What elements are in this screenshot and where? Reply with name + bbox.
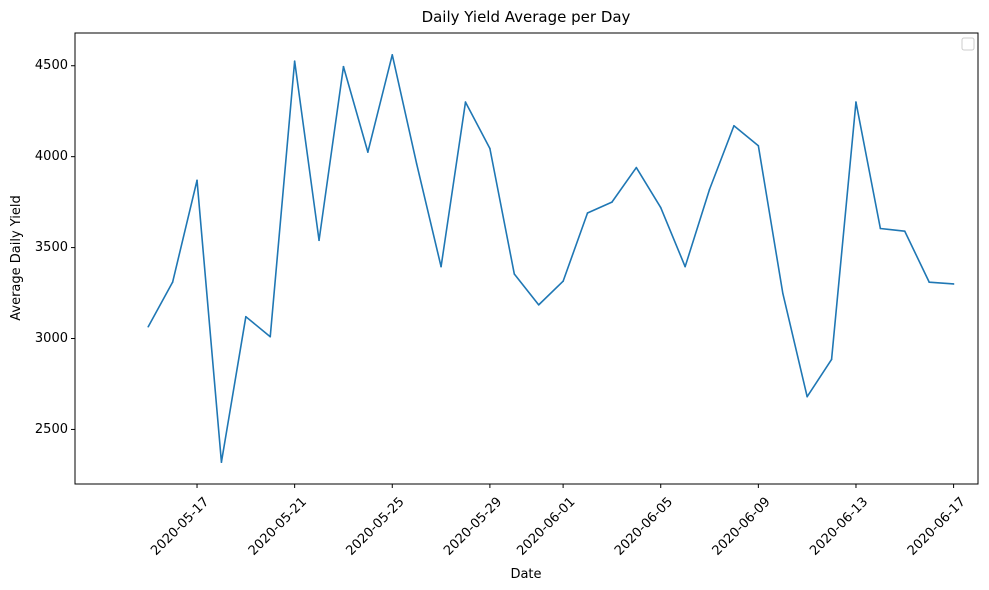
data-point [147, 325, 150, 328]
data-point [464, 101, 467, 103]
data-point [220, 461, 223, 463]
x-tick-label: 2020-05-21 [246, 495, 310, 559]
x-tick-label: 2020-06-17 [905, 495, 969, 559]
data-point [440, 265, 442, 268]
data-point [903, 230, 906, 233]
chart-title: Daily Yield Average per Day [422, 8, 631, 26]
x-tick-label: 2020-05-25 [343, 495, 407, 559]
data-point [293, 60, 296, 62]
data-point [879, 227, 882, 230]
x-tick-label: 2020-05-29 [441, 495, 505, 559]
x-axis-ticks: 2020-05-17 2020-05-21 2020-05-25 2020-05-29… [148, 484, 969, 559]
data-point [586, 212, 589, 214]
data-point [635, 166, 638, 169]
data-point [171, 281, 174, 283]
data-point [415, 163, 418, 165]
x-tick-label: 2020-06-01 [514, 495, 578, 559]
y-tick-label: 3000 [35, 331, 68, 346]
x-tick-label: 2020-06-09 [710, 495, 774, 559]
data-point [952, 283, 955, 285]
data-point [659, 206, 662, 209]
y-tick-label: 4500 [35, 58, 68, 73]
axes-frame [74, 32, 979, 485]
data-point [928, 281, 930, 283]
plot-area [74, 32, 979, 485]
data-point [830, 358, 833, 361]
series-line [147, 54, 954, 463]
data-point [733, 124, 735, 127]
legend-box [961, 37, 975, 51]
x-axis-label: Date [510, 567, 541, 582]
x-tick-label: 2020-06-05 [612, 495, 676, 559]
data-point [757, 144, 760, 147]
x-tick-label: 2020-05-17 [148, 495, 212, 559]
data-point [391, 54, 394, 56]
data-point [489, 147, 491, 150]
data-point [318, 239, 320, 242]
data-point [513, 273, 516, 275]
data-point [708, 188, 711, 191]
data-point [684, 265, 686, 268]
data-point [611, 201, 613, 203]
y-tick-label: 3500 [35, 240, 68, 255]
y-tick-label: 4000 [35, 149, 68, 164]
data-point [367, 151, 369, 153]
data-point [196, 179, 198, 182]
data-point [806, 395, 808, 398]
data-point [245, 315, 247, 318]
y-axis-label: Average Daily Yield [9, 195, 24, 321]
data-point [269, 335, 272, 338]
data-point [562, 280, 564, 283]
x-tick-label: 2020-06-13 [807, 495, 871, 559]
y-tick-label: 2500 [35, 422, 68, 437]
data-point [781, 292, 784, 294]
y-axis-ticks: 2500 3000 3500 4000 4500 [35, 58, 75, 437]
data-point [537, 304, 540, 306]
data-point [342, 65, 345, 68]
data-point [855, 101, 857, 103]
